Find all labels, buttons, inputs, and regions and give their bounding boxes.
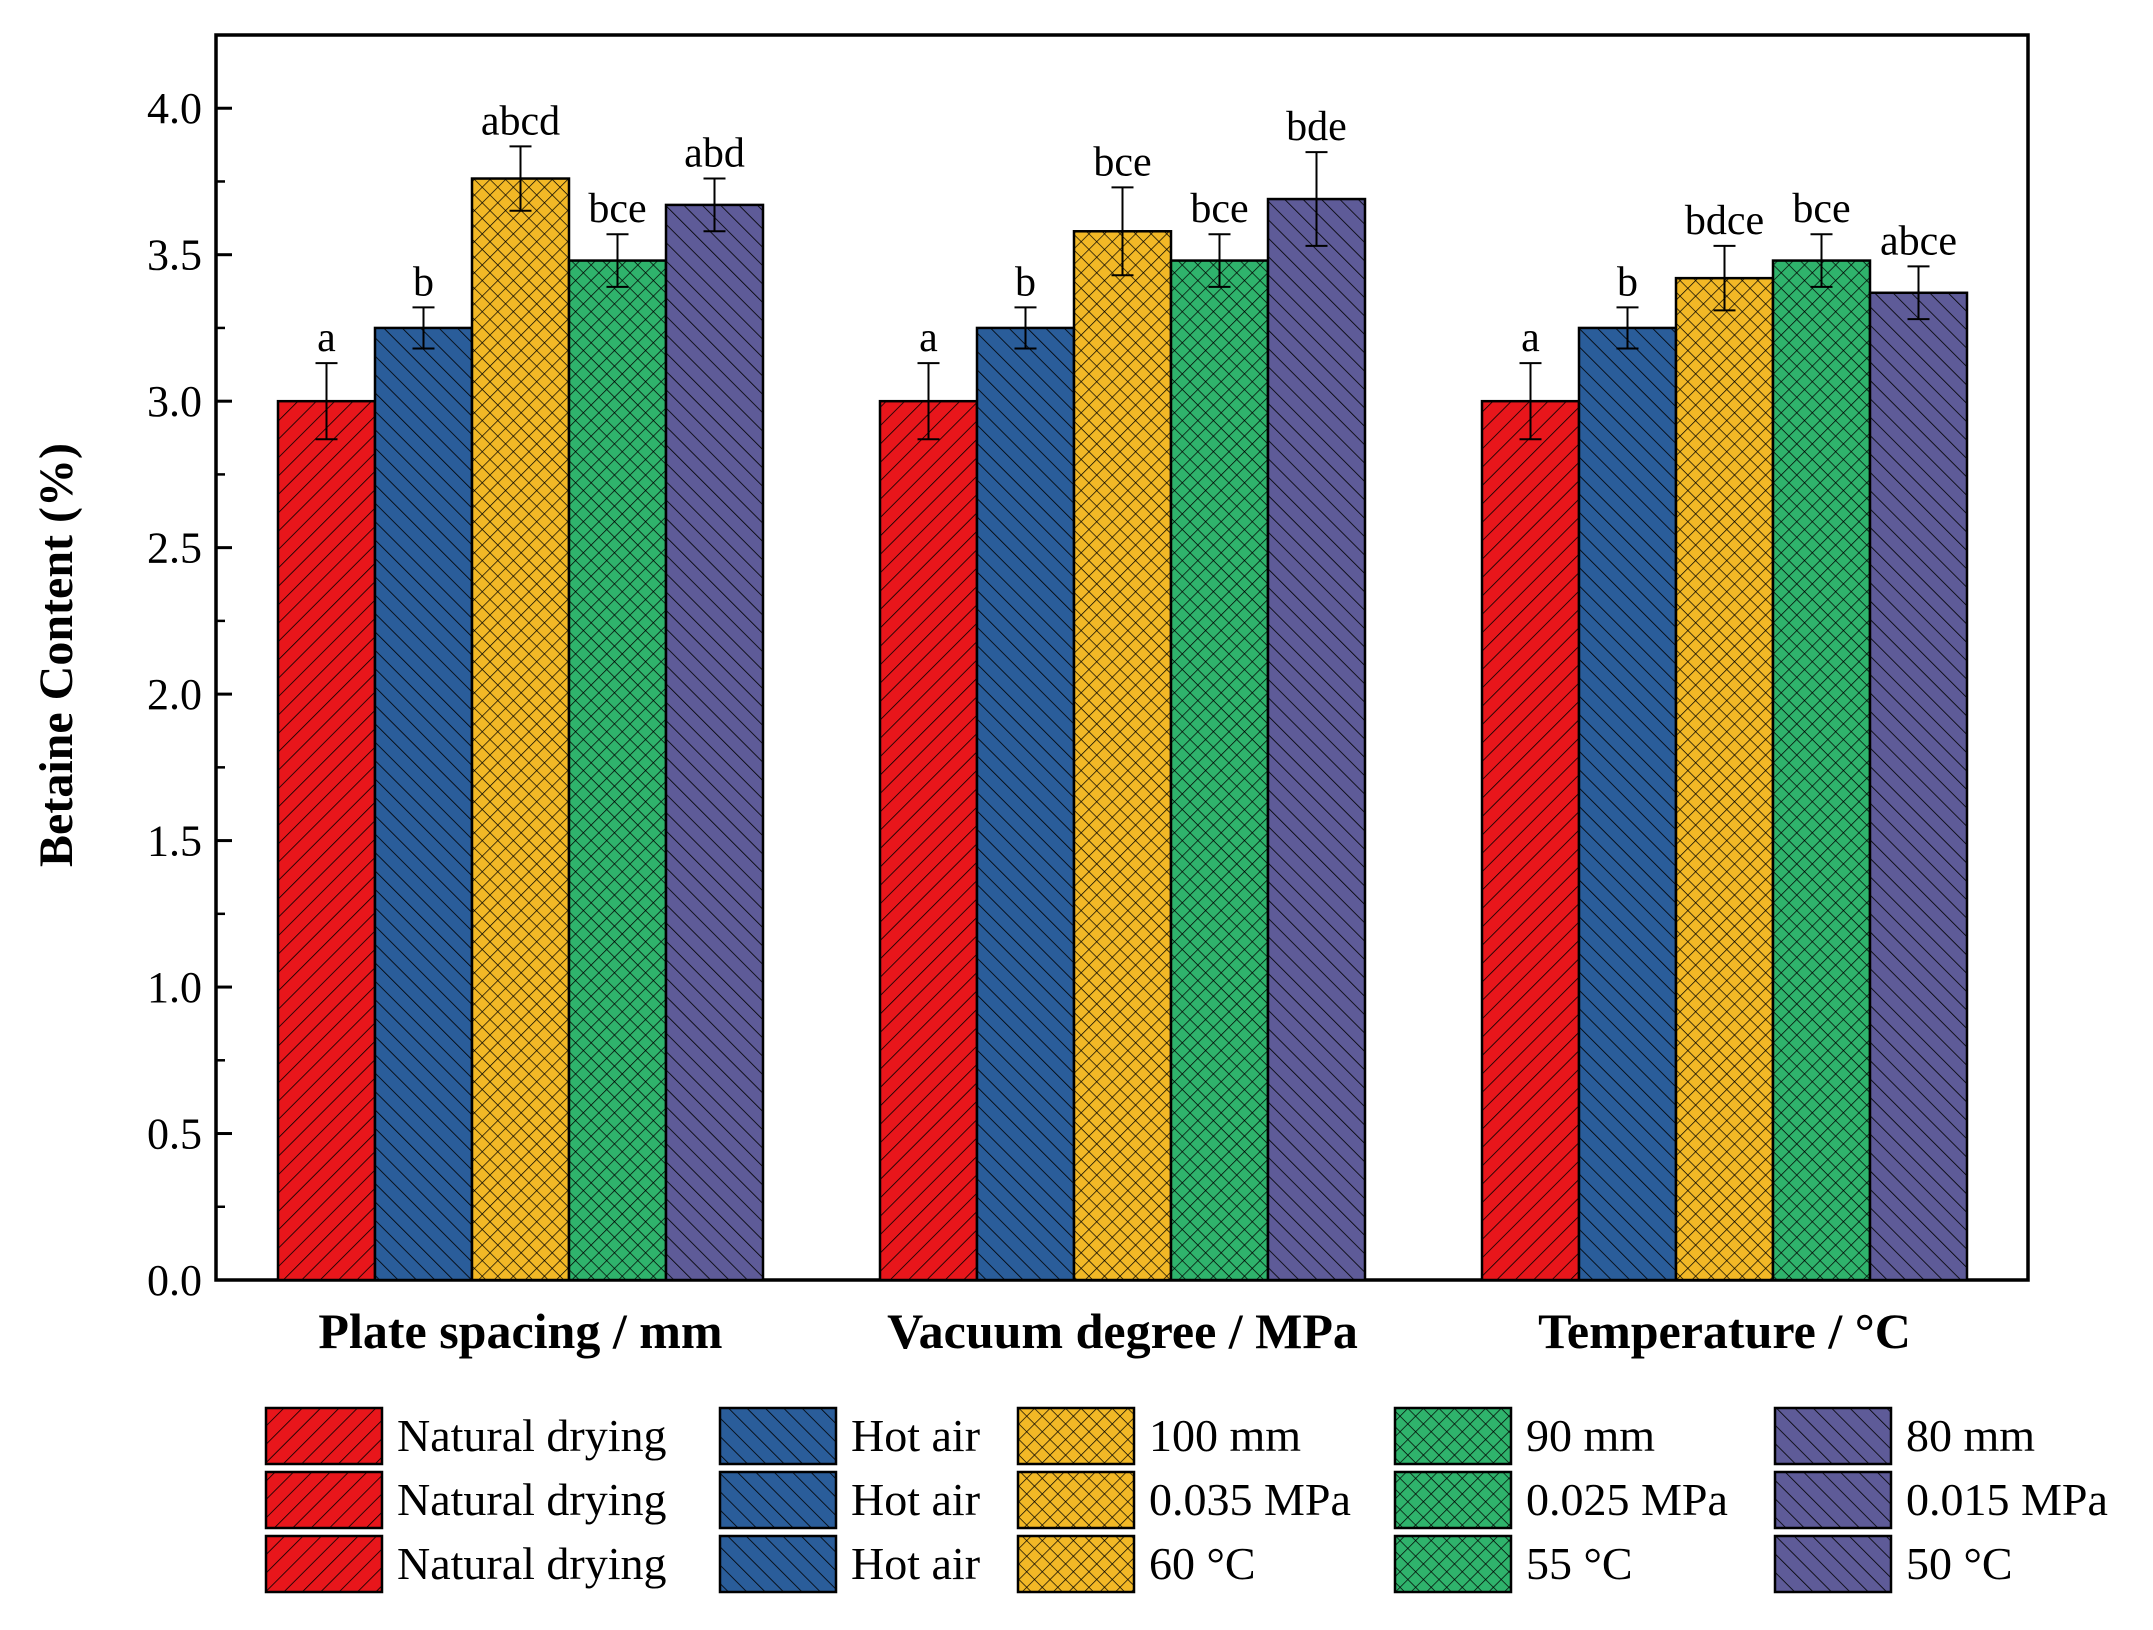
legend-label: 0.015 MPa: [1906, 1474, 2108, 1525]
y-tick-label: 3.0: [147, 377, 202, 426]
bar-label: abce: [1880, 218, 1957, 264]
y-tick-label: 4.0: [147, 84, 202, 133]
bar-hatch: [1674, 276, 1775, 1282]
legend-label: 90 mm: [1526, 1410, 1655, 1461]
x-category-label: Plate spacing / mm: [318, 1303, 722, 1359]
legend: Natural drying Hot air 100 mm 90 mm 80 mm Nat…: [264, 1406, 2108, 1594]
bar-label: abd: [684, 131, 745, 177]
bar-label: b: [413, 259, 434, 305]
legend-swatch-hatch: [1016, 1534, 1136, 1594]
bar-hatch: [470, 177, 571, 1282]
legend-label: Hot air: [851, 1410, 980, 1461]
bar-label: a: [919, 315, 938, 361]
legend-swatch-hatch: [718, 1534, 838, 1594]
bar-hatch: [1480, 399, 1581, 1282]
legend-swatch-hatch: [264, 1534, 384, 1594]
legend-label: 100 mm: [1149, 1410, 1301, 1461]
y-tick-label: 2.5: [147, 524, 202, 573]
legend-swatch-hatch: [1393, 1470, 1513, 1530]
y-tick-label: 1.5: [147, 817, 202, 866]
bar-label: a: [317, 315, 336, 361]
legend-swatch-hatch: [1773, 1470, 1893, 1530]
bar-hatch: [1577, 326, 1678, 1282]
legend-label: Natural drying: [397, 1538, 667, 1589]
legend-swatch-hatch: [718, 1470, 838, 1530]
legend-label: Hot air: [851, 1538, 980, 1589]
bar-hatch: [1072, 230, 1173, 1282]
legend-label: Natural drying: [397, 1410, 667, 1461]
legend-swatch-hatch: [718, 1406, 838, 1466]
bar-label: abcd: [481, 98, 560, 144]
bar-hatch: [878, 399, 979, 1282]
bar-hatch: [1169, 259, 1270, 1282]
legend-swatch-hatch: [1393, 1534, 1513, 1594]
legend-label: Hot air: [851, 1474, 980, 1525]
legend-label: 0.035 MPa: [1149, 1474, 1351, 1525]
bar-label: b: [1617, 259, 1638, 305]
bar-label: bce: [1190, 186, 1248, 232]
bar-hatch: [567, 259, 668, 1282]
legend-label: 60 °C: [1149, 1538, 1256, 1589]
y-tick-label: 1.0: [147, 963, 202, 1012]
y-tick-label: 3.5: [147, 231, 202, 280]
y-tick-label: 2.0: [147, 670, 202, 719]
legend-swatch-hatch: [1773, 1406, 1893, 1466]
bar-label: bce: [588, 186, 646, 232]
y-tick-label: 0.5: [147, 1110, 202, 1159]
bar-hatch: [1771, 259, 1872, 1282]
bar-hatch: [276, 399, 377, 1282]
legend-label: 50 °C: [1906, 1538, 2013, 1589]
y-tick-label: 0.0: [147, 1256, 202, 1305]
bar-hatch: [664, 203, 765, 1282]
bar-hatch: [1868, 291, 1969, 1282]
bar-label: a: [1521, 315, 1540, 361]
legend-swatch-hatch: [1773, 1534, 1893, 1594]
legend-swatch-hatch: [1016, 1406, 1136, 1466]
legend-label: 0.025 MPa: [1526, 1474, 1728, 1525]
legend-label: Natural drying: [397, 1474, 667, 1525]
legend-swatch-hatch: [264, 1406, 384, 1466]
legend-swatch-hatch: [1016, 1470, 1136, 1530]
bar-label: bde: [1286, 104, 1347, 150]
bar-hatch: [975, 326, 1076, 1282]
legend-label: 80 mm: [1906, 1410, 2035, 1461]
legend-swatch-hatch: [264, 1470, 384, 1530]
x-category-label: Temperature / °C: [1538, 1303, 1911, 1359]
x-category-label: Vacuum degree / MPa: [887, 1303, 1358, 1359]
legend-swatch-hatch: [1393, 1406, 1513, 1466]
bar-hatch: [373, 326, 474, 1282]
bar-label: bce: [1093, 139, 1151, 185]
y-axis-label: Betaine Content (%): [30, 443, 83, 867]
legend-label: 55 °C: [1526, 1538, 1633, 1589]
plot-area: 0.00.51.01.52.02.53.03.54.0ababcdbceabdP…: [147, 33, 2030, 1359]
bar-label: b: [1015, 259, 1036, 305]
bar-label: bce: [1792, 186, 1850, 232]
bar-hatch: [1266, 197, 1367, 1282]
bar-label: bdce: [1685, 198, 1764, 244]
